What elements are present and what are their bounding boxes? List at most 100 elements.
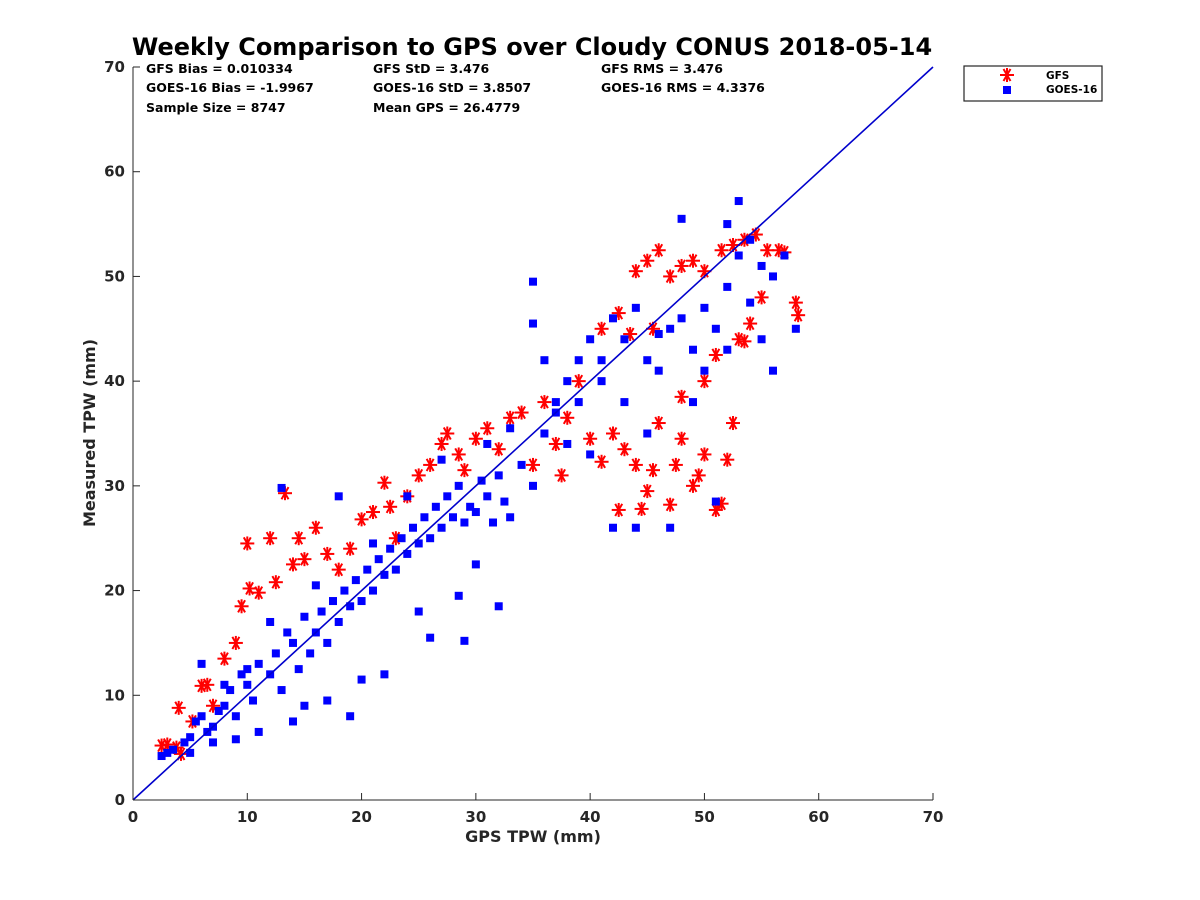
- goes16-point: [426, 534, 435, 543]
- goes16-point: [197, 659, 206, 668]
- stat-text: Sample Size = 8747: [146, 100, 286, 115]
- gfs-point: [708, 347, 723, 362]
- goes16-point: [266, 617, 275, 626]
- gfs-point: [686, 478, 700, 493]
- goes16-point: [500, 497, 509, 506]
- goes16-point: [723, 282, 732, 291]
- gfs-point: [646, 463, 660, 478]
- goes16-point: [443, 492, 452, 501]
- gfs-point: [754, 290, 769, 305]
- goes16-point: [489, 518, 497, 527]
- goes16-point: [631, 303, 640, 312]
- goes16-point: [254, 659, 263, 668]
- gfs-point: [640, 484, 655, 499]
- gfs-point: [697, 374, 712, 389]
- goes16-point: [666, 324, 675, 333]
- goes16-point: [277, 483, 286, 492]
- goes16-point: [597, 356, 606, 365]
- gfs-point: [674, 389, 689, 404]
- gfs-point: [468, 431, 483, 446]
- gfs-point: [457, 463, 472, 478]
- goes16-point: [757, 335, 766, 344]
- gfs-point: [434, 436, 449, 451]
- gfs-point: [617, 442, 632, 457]
- gfs-point: [674, 258, 689, 273]
- gfs-point: [594, 454, 609, 469]
- gfs-point: [217, 651, 232, 666]
- gfs-point: [663, 269, 678, 284]
- legend-gfs-marker: [1000, 68, 1014, 82]
- goes16-point: [243, 680, 252, 689]
- goes16-point: [409, 523, 417, 532]
- gfs-point: [691, 468, 706, 483]
- gfs-point: [228, 635, 243, 650]
- goes16-point: [700, 366, 709, 375]
- y-tick-label: 30: [104, 477, 125, 495]
- stat-text: GFS StD = 3.476: [373, 61, 490, 76]
- gfs-point: [343, 541, 358, 556]
- goes16-point: [231, 712, 240, 721]
- gfs-point: [788, 295, 803, 310]
- goes16-point: [471, 508, 480, 517]
- goes16-series: [157, 197, 800, 761]
- goes16-point: [380, 570, 389, 579]
- goes16-point: [677, 314, 686, 323]
- gfs-point: [251, 585, 266, 600]
- goes16-point: [494, 471, 503, 480]
- gfs-point: [286, 557, 300, 572]
- plot-area: [132, 66, 934, 801]
- legend-gfs-label: GFS: [1046, 70, 1069, 82]
- gfs-point: [537, 395, 552, 410]
- goes16-point: [220, 680, 229, 689]
- gfs-point: [583, 431, 598, 446]
- goes16-point: [214, 706, 223, 715]
- goes16-point: [397, 534, 406, 543]
- goes16-point: [746, 235, 755, 244]
- gfs-point: [726, 416, 740, 431]
- goes16-point: [243, 665, 252, 674]
- goes16-point: [689, 345, 697, 354]
- goes16-point: [700, 303, 709, 312]
- goes16-point: [231, 735, 240, 744]
- gfs-point: [366, 505, 380, 520]
- goes16-point: [300, 612, 309, 621]
- goes16-point: [677, 214, 686, 223]
- goes16-point: [506, 424, 515, 433]
- goes16-point: [563, 377, 572, 386]
- goes16-point: [483, 492, 492, 501]
- goes16-point: [300, 701, 309, 710]
- goes16-point: [180, 738, 189, 747]
- goes16-point: [734, 197, 743, 206]
- goes16-point: [283, 628, 292, 637]
- gfs-point: [268, 575, 283, 590]
- goes16-point: [529, 319, 537, 328]
- goes16-point: [329, 597, 337, 606]
- goes16-point: [460, 518, 469, 527]
- goes16-point: [380, 670, 389, 679]
- goes16-point: [186, 748, 195, 757]
- gfs-point: [686, 253, 700, 268]
- x-tick-label: 0: [128, 808, 138, 826]
- goes16-point: [643, 356, 652, 365]
- gfs-point: [674, 431, 689, 446]
- goes16-point: [351, 576, 360, 585]
- gfs-point: [743, 316, 758, 331]
- goes16-point: [454, 591, 463, 600]
- y-tick-label: 20: [104, 582, 125, 600]
- y-tick-label: 40: [104, 372, 125, 390]
- gfs-point: [720, 452, 735, 467]
- legend-goes16-square: [1003, 86, 1011, 94]
- goes16-point: [357, 675, 366, 684]
- gfs-point: [791, 308, 806, 323]
- gfs-point: [651, 416, 666, 431]
- goes16-point: [666, 523, 675, 532]
- gfs-point: [714, 243, 729, 258]
- stat-text: GOES-16 StD = 3.8507: [373, 80, 531, 95]
- goes16-point: [254, 727, 263, 736]
- goes16-point: [609, 523, 617, 532]
- legend: GFS GOES-16: [963, 65, 1103, 102]
- goes16-point: [586, 335, 595, 344]
- x-tick-label: 60: [808, 808, 829, 826]
- goes16-point: [711, 324, 720, 333]
- goes16-point: [289, 717, 297, 726]
